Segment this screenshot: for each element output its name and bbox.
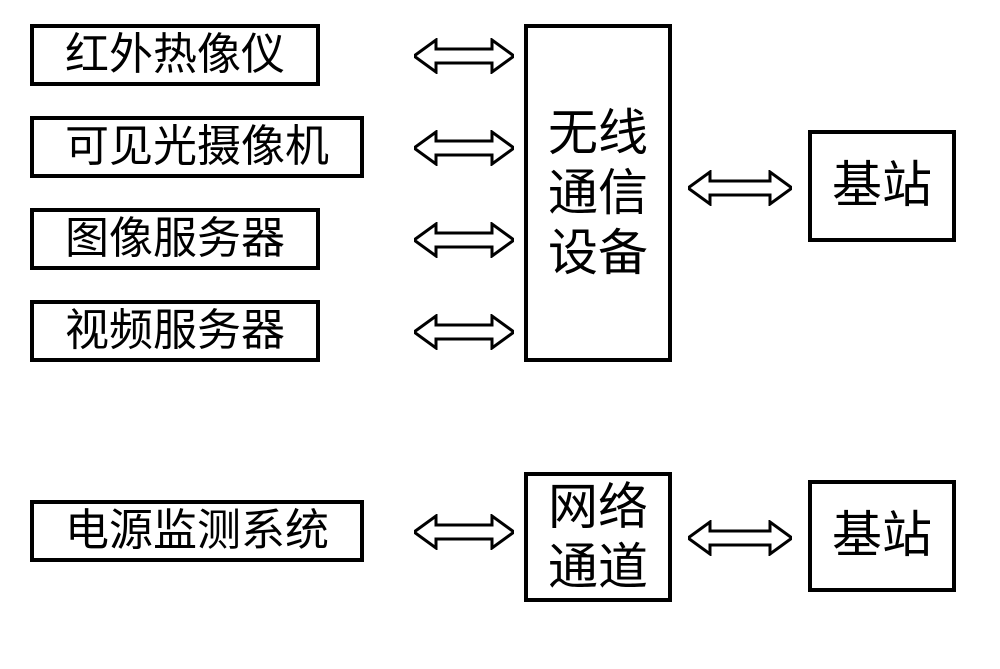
- box-base2: 基站: [808, 480, 956, 592]
- label-network: 网络通道: [548, 477, 648, 597]
- arrow-5: [688, 170, 792, 206]
- box-image-server: 图像服务器: [30, 208, 320, 270]
- label-power: 电源监测系统: [65, 506, 329, 557]
- label-visible-camera: 可见光摄像机: [65, 122, 329, 173]
- box-power: 电源监测系统: [30, 500, 364, 562]
- label-video-server: 视频服务器: [65, 306, 285, 357]
- box-wireless: 无线通信设备: [524, 24, 672, 362]
- label-image-server: 图像服务器: [65, 214, 285, 265]
- arrow-1: [414, 38, 514, 74]
- box-video-server: 视频服务器: [30, 300, 320, 362]
- label-infrared: 红外热像仪: [65, 30, 285, 81]
- box-network: 网络通道: [524, 472, 672, 602]
- arrow-2: [414, 130, 514, 166]
- box-base1: 基站: [808, 130, 956, 242]
- arrow-6: [414, 514, 514, 550]
- arrow-3: [414, 222, 514, 258]
- box-visible-camera: 可见光摄像机: [30, 116, 364, 178]
- label-wireless: 无线通信设备: [548, 103, 648, 283]
- label-base2: 基站: [832, 507, 932, 565]
- label-base1: 基站: [832, 157, 932, 215]
- arrow-7: [688, 520, 792, 556]
- arrow-4: [414, 314, 514, 350]
- box-infrared: 红外热像仪: [30, 24, 320, 86]
